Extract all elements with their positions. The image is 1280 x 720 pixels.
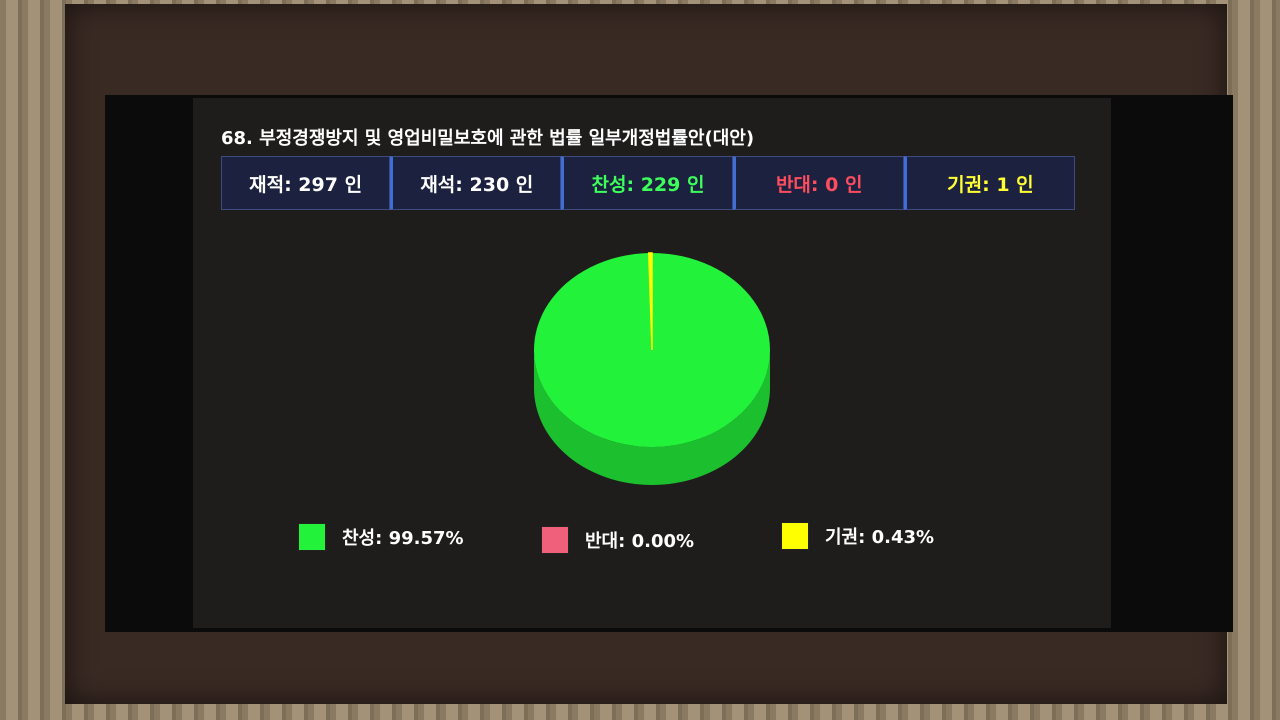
pie-chart bbox=[534, 252, 771, 485]
legend-label-yes: 찬성: 99.57% bbox=[342, 528, 464, 549]
legend-yes: 찬성: 99.57% bbox=[298, 523, 464, 551]
stat-total: 재적: 297 인 bbox=[221, 156, 391, 210]
legend-no: 반대: 0.00% bbox=[541, 526, 694, 554]
pie-side-yes bbox=[534, 350, 770, 485]
legend-label-no: 반대: 0.00% bbox=[585, 531, 695, 552]
stat-present: 재석: 230 인 bbox=[390, 156, 562, 210]
vote-result-screen: 68. 부정경쟁방지 및 영업비밀보호에 관한 법률 일부개정법률안(대안) 재… bbox=[193, 98, 1111, 628]
legend-swatch-no bbox=[541, 526, 569, 554]
legend-swatch-abstain bbox=[781, 522, 809, 550]
stat-no: 반대: 0 인 bbox=[732, 156, 904, 210]
legend-label-abstain: 기권: 0.43% bbox=[825, 527, 935, 548]
legend-abstain: 기권: 0.43% bbox=[781, 522, 934, 550]
bill-title: 68. 부정경쟁방지 및 영업비밀보호에 관한 법률 일부개정법률안(대안) bbox=[221, 128, 755, 149]
vote-stats: 재적: 297 인 재석: 230 인 찬성: 229 인 반대: 0 인 기권… bbox=[221, 156, 1076, 210]
stat-abstain: 기권: 1 인 bbox=[903, 156, 1076, 210]
pie-slice-abstain bbox=[648, 252, 653, 351]
stat-yes: 찬성: 229 인 bbox=[561, 156, 733, 210]
legend-swatch-yes bbox=[298, 523, 326, 551]
